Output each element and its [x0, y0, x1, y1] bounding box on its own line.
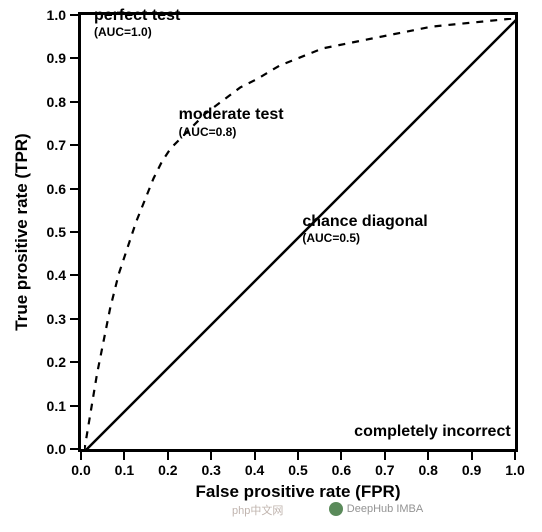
- x-tick: [254, 452, 256, 460]
- y-tick-label: 1.0: [47, 7, 66, 23]
- y-tick: [70, 144, 78, 146]
- y-tick: [70, 231, 78, 233]
- x-tick-label: 0.9: [462, 462, 481, 478]
- x-tick: [471, 452, 473, 460]
- y-tick: [70, 361, 78, 363]
- annotation-moderate-test: moderate test (AUC=0.8): [179, 105, 284, 139]
- x-tick: [427, 452, 429, 460]
- x-axis-label: False prositive rate (FPR): [195, 482, 400, 502]
- annotation-title: chance diagonal: [302, 212, 427, 231]
- annotation-chance-diagonal: chance diagonal (AUC=0.5): [302, 212, 427, 246]
- y-tick: [70, 57, 78, 59]
- x-tick: [210, 452, 212, 460]
- y-tick: [70, 274, 78, 276]
- x-tick-label: 0.0: [71, 462, 90, 478]
- annotation-perfect-test: perfect test (AUC=1.0): [94, 6, 180, 40]
- annotation-subtitle: (AUC=1.0): [94, 25, 180, 39]
- annotation-title: completely incorrect: [354, 422, 511, 441]
- y-tick-label: 0.0: [47, 441, 66, 457]
- y-tick: [70, 101, 78, 103]
- plot-area: [78, 12, 518, 452]
- chart-lines: [84, 18, 518, 452]
- annotation-title: perfect test: [94, 6, 180, 25]
- y-tick-label: 0.3: [47, 311, 66, 327]
- x-tick-label: 0.7: [375, 462, 394, 478]
- annotation-completely-incorrect: completely incorrect: [354, 422, 511, 441]
- y-tick: [70, 405, 78, 407]
- annotation-subtitle: (AUC=0.5): [302, 231, 427, 245]
- chart-container: True prositive rate (TPR) False prositiv…: [0, 0, 542, 532]
- y-tick-label: 0.9: [47, 50, 66, 66]
- x-tick: [297, 452, 299, 460]
- y-tick-label: 0.1: [47, 398, 66, 414]
- annotation-subtitle: (AUC=0.8): [179, 125, 284, 139]
- watermark-right: DeepHub IMBA: [329, 502, 423, 516]
- watermark-left: php中文网: [232, 502, 283, 518]
- y-tick-label: 0.8: [47, 94, 66, 110]
- y-axis-label: True prositive rate (TPR): [12, 133, 32, 330]
- y-tick-label: 0.5: [47, 224, 66, 240]
- y-tick-label: 0.2: [47, 354, 66, 370]
- y-tick: [70, 188, 78, 190]
- x-tick-label: 0.2: [158, 462, 177, 478]
- x-tick: [384, 452, 386, 460]
- x-tick-label: 0.1: [115, 462, 134, 478]
- y-tick-label: 0.7: [47, 137, 66, 153]
- x-tick: [80, 452, 82, 460]
- x-tick-label: 0.6: [332, 462, 351, 478]
- x-tick-label: 0.3: [201, 462, 220, 478]
- x-tick-label: 0.4: [245, 462, 264, 478]
- x-tick: [123, 452, 125, 460]
- watermark-logo-icon: [329, 502, 343, 516]
- x-tick-label: 0.8: [418, 462, 437, 478]
- y-tick: [70, 448, 78, 450]
- y-tick-label: 0.6: [47, 181, 66, 197]
- x-tick-label: 0.5: [288, 462, 307, 478]
- watermark-text: php中文网: [232, 502, 283, 518]
- x-tick: [167, 452, 169, 460]
- watermark-text: DeepHub IMBA: [347, 503, 423, 515]
- x-tick: [514, 452, 516, 460]
- y-tick: [70, 14, 78, 16]
- x-tick: [340, 452, 342, 460]
- y-tick-label: 0.4: [47, 267, 66, 283]
- y-tick: [70, 318, 78, 320]
- x-tick-label: 1.0: [505, 462, 524, 478]
- annotation-title: moderate test: [179, 105, 284, 124]
